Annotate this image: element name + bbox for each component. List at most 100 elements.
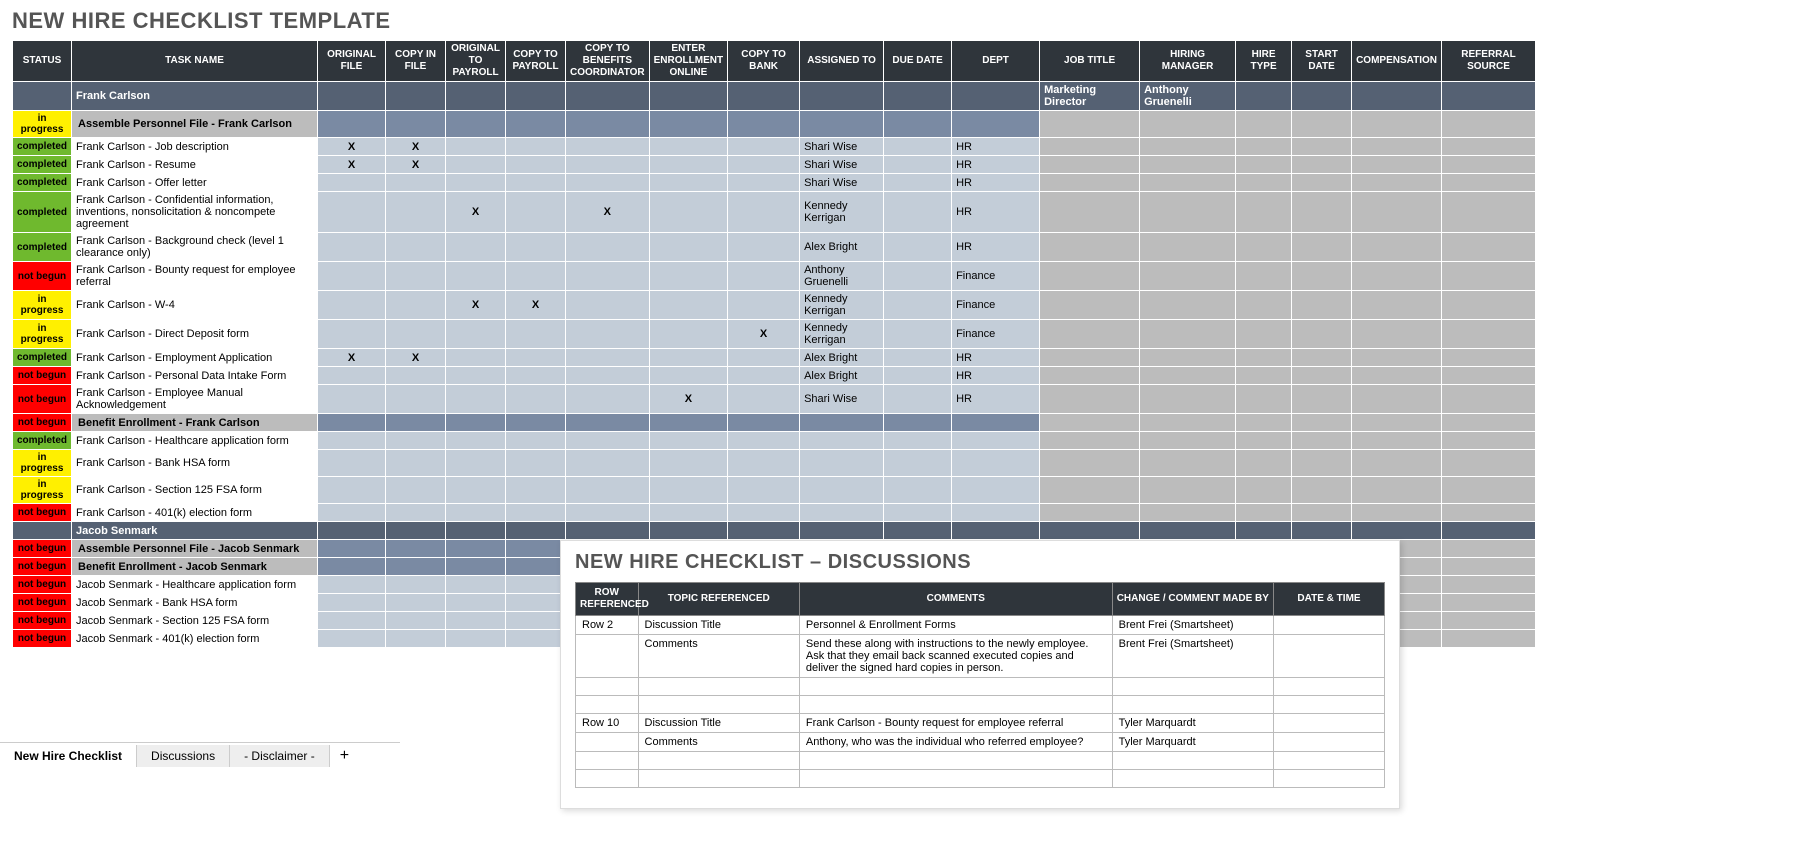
- disc-col-header: TOPIC REFERENCED: [638, 583, 799, 616]
- table-row[interactable]: completedFrank Carlson - Confidential in…: [13, 192, 1536, 233]
- task-name: Frank Carlson - Employee Manual Acknowle…: [72, 385, 318, 414]
- status-cell: in progress: [13, 291, 72, 320]
- task-name: Frank Carlson - W-4: [72, 291, 318, 320]
- task-name: Frank Carlson - Bounty request for emplo…: [72, 262, 318, 291]
- discussion-row[interactable]: [576, 770, 1385, 788]
- discussion-row[interactable]: CommentsSend these along with instructio…: [576, 635, 1385, 678]
- col-header-copy_payroll: COPY TO PAYROLL: [506, 41, 566, 82]
- task-name: Frank Carlson - Job description: [72, 138, 318, 156]
- task-name: Frank Carlson - Bank HSA form: [72, 450, 318, 477]
- sheet-tab[interactable]: - Disclaimer -: [230, 745, 330, 767]
- disc-col-header: ROW REFERENCED: [576, 583, 639, 616]
- status-cell: not begun: [13, 385, 72, 414]
- table-row[interactable]: in progressFrank Carlson - Direct Deposi…: [13, 320, 1536, 349]
- task-name: Frank Carlson - Background check (level …: [72, 233, 318, 262]
- table-row[interactable]: Jacob Senmark: [13, 522, 1536, 540]
- task-name: Jacob Senmark - 401(k) election form: [72, 630, 318, 648]
- status-cell: completed: [13, 138, 72, 156]
- task-name: Jacob Senmark - Bank HSA form: [72, 594, 318, 612]
- col-header-hire_type: HIRE TYPE: [1236, 41, 1292, 82]
- table-row[interactable]: in progressAssemble Personnel File - Fra…: [13, 111, 1536, 138]
- sheet-tab[interactable]: New Hire Checklist: [0, 745, 137, 767]
- task-name: Frank Carlson - Resume: [72, 156, 318, 174]
- status-cell: not begun: [13, 576, 72, 594]
- discussion-row[interactable]: Row 2Discussion TitlePersonnel & Enrollm…: [576, 616, 1385, 635]
- page-title: NEW HIRE CHECKLIST TEMPLATE: [12, 8, 1793, 34]
- col-header-hiring_mgr: HIRING MANAGER: [1140, 41, 1236, 82]
- table-row[interactable]: completedFrank Carlson - Employment Appl…: [13, 349, 1536, 367]
- table-row[interactable]: not begunFrank Carlson - 401(k) election…: [13, 504, 1536, 522]
- status-cell: not begun: [13, 540, 72, 558]
- discussion-row[interactable]: [576, 678, 1385, 696]
- col-header-dept: DEPT: [952, 41, 1040, 82]
- discussion-row[interactable]: [576, 752, 1385, 770]
- table-row[interactable]: in progressFrank Carlson - W-4XXKennedy …: [13, 291, 1536, 320]
- status-cell: in progress: [13, 477, 72, 504]
- col-header-copy_benefits: COPY TO BENEFITS COORDINATOR: [566, 41, 650, 82]
- section-title: Assemble Personnel File - Jacob Senmark: [72, 540, 318, 558]
- status-cell: completed: [13, 233, 72, 262]
- table-row[interactable]: completedFrank Carlson - Offer letterSha…: [13, 174, 1536, 192]
- status-cell: completed: [13, 156, 72, 174]
- table-row[interactable]: not begunFrank Carlson - Personal Data I…: [13, 367, 1536, 385]
- table-row[interactable]: in progressFrank Carlson - Section 125 F…: [13, 477, 1536, 504]
- table-row[interactable]: not begunBenefit Enrollment - Frank Carl…: [13, 414, 1536, 432]
- task-name: Frank Carlson - Confidential information…: [72, 192, 318, 233]
- table-row[interactable]: completedFrank Carlson - Job description…: [13, 138, 1536, 156]
- col-header-copy_file: COPY IN FILE: [386, 41, 446, 82]
- table-row[interactable]: completedFrank Carlson - ResumeXXShari W…: [13, 156, 1536, 174]
- task-name: Frank Carlson - 401(k) election form: [72, 504, 318, 522]
- table-row[interactable]: in progressFrank Carlson - Bank HSA form: [13, 450, 1536, 477]
- discussion-row[interactable]: [576, 696, 1385, 714]
- col-header-status: STATUS: [13, 41, 72, 82]
- table-row[interactable]: Frank CarlsonMarketing DirectorAnthony G…: [13, 82, 1536, 111]
- discussion-row[interactable]: CommentsAnthony, who was the individual …: [576, 733, 1385, 752]
- task-name: Jacob Senmark - Healthcare application f…: [72, 576, 318, 594]
- person-name: Jacob Senmark: [72, 522, 318, 540]
- status-cell: not begun: [13, 612, 72, 630]
- col-header-task: TASK NAME: [72, 41, 318, 82]
- col-header-job_title: JOB TITLE: [1040, 41, 1140, 82]
- status-cell: not begun: [13, 504, 72, 522]
- task-name: Frank Carlson - Employment Application: [72, 349, 318, 367]
- col-header-assigned: ASSIGNED TO: [800, 41, 884, 82]
- col-header-orig_file: ORIGINAL FILE: [318, 41, 386, 82]
- table-row[interactable]: not begunFrank Carlson - Bounty request …: [13, 262, 1536, 291]
- col-header-copy_bank: COPY TO BANK: [728, 41, 800, 82]
- table-row[interactable]: completedFrank Carlson - Healthcare appl…: [13, 432, 1536, 450]
- col-header-ref_src: REFERRAL SOURCE: [1442, 41, 1536, 82]
- discussion-row[interactable]: Row 10Discussion TitleFrank Carlson - Bo…: [576, 714, 1385, 733]
- sheet-tabs: New Hire ChecklistDiscussions- Disclaime…: [0, 742, 400, 768]
- discussions-title: NEW HIRE CHECKLIST – DISCUSSIONS: [575, 551, 1385, 574]
- col-header-start_date: START DATE: [1292, 41, 1352, 82]
- status-cell: completed: [13, 174, 72, 192]
- status-cell: not begun: [13, 262, 72, 291]
- person-name: Frank Carlson: [72, 82, 318, 111]
- task-name: Frank Carlson - Offer letter: [72, 174, 318, 192]
- discussions-table: ROW REFERENCEDTOPIC REFERENCEDCOMMENTSCH…: [575, 582, 1385, 788]
- disc-col-header: COMMENTS: [799, 583, 1112, 616]
- status-cell: not begun: [13, 414, 72, 432]
- col-header-orig_payroll: ORIGINAL TO PAYROLL: [446, 41, 506, 82]
- col-header-due: DUE DATE: [884, 41, 952, 82]
- disc-col-header: CHANGE / COMMENT MADE BY: [1112, 583, 1273, 616]
- task-name: Jacob Senmark - Section 125 FSA form: [72, 612, 318, 630]
- disc-col-header: DATE & TIME: [1274, 583, 1385, 616]
- task-name: Frank Carlson - Direct Deposit form: [72, 320, 318, 349]
- discussions-panel: NEW HIRE CHECKLIST – DISCUSSIONS ROW REF…: [560, 540, 1400, 809]
- task-name: Frank Carlson - Personal Data Intake For…: [72, 367, 318, 385]
- task-name: Frank Carlson - Healthcare application f…: [72, 432, 318, 450]
- status-cell: not begun: [13, 558, 72, 576]
- col-header-comp: COMPENSATION: [1352, 41, 1442, 82]
- section-title: Benefit Enrollment - Jacob Senmark: [72, 558, 318, 576]
- status-cell: in progress: [13, 111, 72, 138]
- table-row[interactable]: not begunFrank Carlson - Employee Manual…: [13, 385, 1536, 414]
- col-header-enter_online: ENTER ENROLLMENT ONLINE: [649, 41, 727, 82]
- table-row[interactable]: completedFrank Carlson - Background chec…: [13, 233, 1536, 262]
- sheet-tab[interactable]: Discussions: [137, 745, 230, 767]
- add-sheet-button[interactable]: +: [330, 743, 359, 769]
- section-title: Assemble Personnel File - Frank Carlson: [72, 111, 318, 138]
- status-cell: completed: [13, 349, 72, 367]
- status-cell: not begun: [13, 630, 72, 648]
- status-cell: in progress: [13, 450, 72, 477]
